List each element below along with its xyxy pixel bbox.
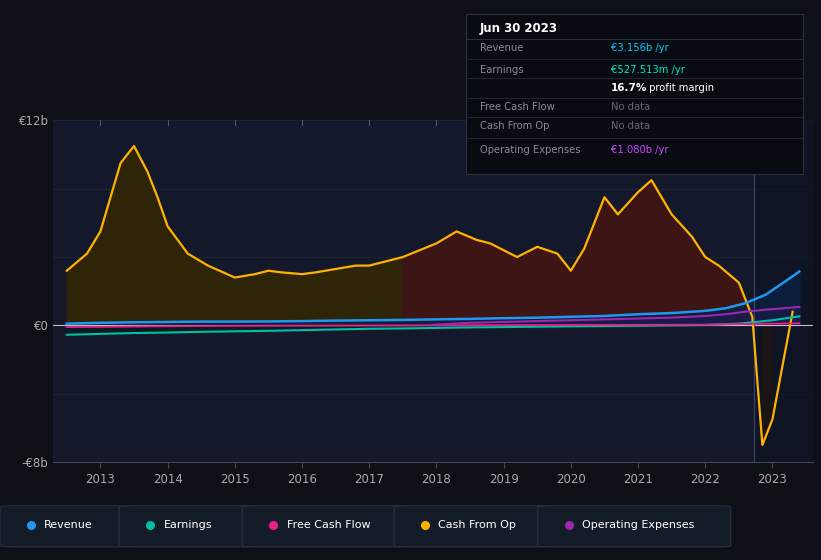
Text: €527.513m /yr: €527.513m /yr xyxy=(611,65,685,75)
FancyBboxPatch shape xyxy=(0,506,135,547)
Text: Cash From Op: Cash From Op xyxy=(479,121,549,131)
Text: Earnings: Earnings xyxy=(479,65,524,75)
Text: Operating Expenses: Operating Expenses xyxy=(479,145,580,155)
Text: Revenue: Revenue xyxy=(479,43,523,53)
FancyBboxPatch shape xyxy=(538,506,731,547)
Text: Free Cash Flow: Free Cash Flow xyxy=(287,520,370,530)
FancyBboxPatch shape xyxy=(394,506,554,547)
FancyBboxPatch shape xyxy=(119,506,259,547)
Bar xyxy=(754,120,816,462)
Text: €3.156b /yr: €3.156b /yr xyxy=(611,43,669,53)
FancyBboxPatch shape xyxy=(242,506,410,547)
Text: 16.7%: 16.7% xyxy=(611,83,648,92)
Text: Jun 30 2023: Jun 30 2023 xyxy=(479,22,557,35)
Text: Free Cash Flow: Free Cash Flow xyxy=(479,102,554,112)
Text: Revenue: Revenue xyxy=(44,520,93,530)
Text: No data: No data xyxy=(611,121,650,131)
Text: Cash From Op: Cash From Op xyxy=(438,520,516,530)
Text: €1.080b /yr: €1.080b /yr xyxy=(611,145,668,155)
Text: Earnings: Earnings xyxy=(163,520,212,530)
Text: profit margin: profit margin xyxy=(646,83,714,92)
Text: No data: No data xyxy=(611,102,650,112)
Text: Operating Expenses: Operating Expenses xyxy=(582,520,695,530)
